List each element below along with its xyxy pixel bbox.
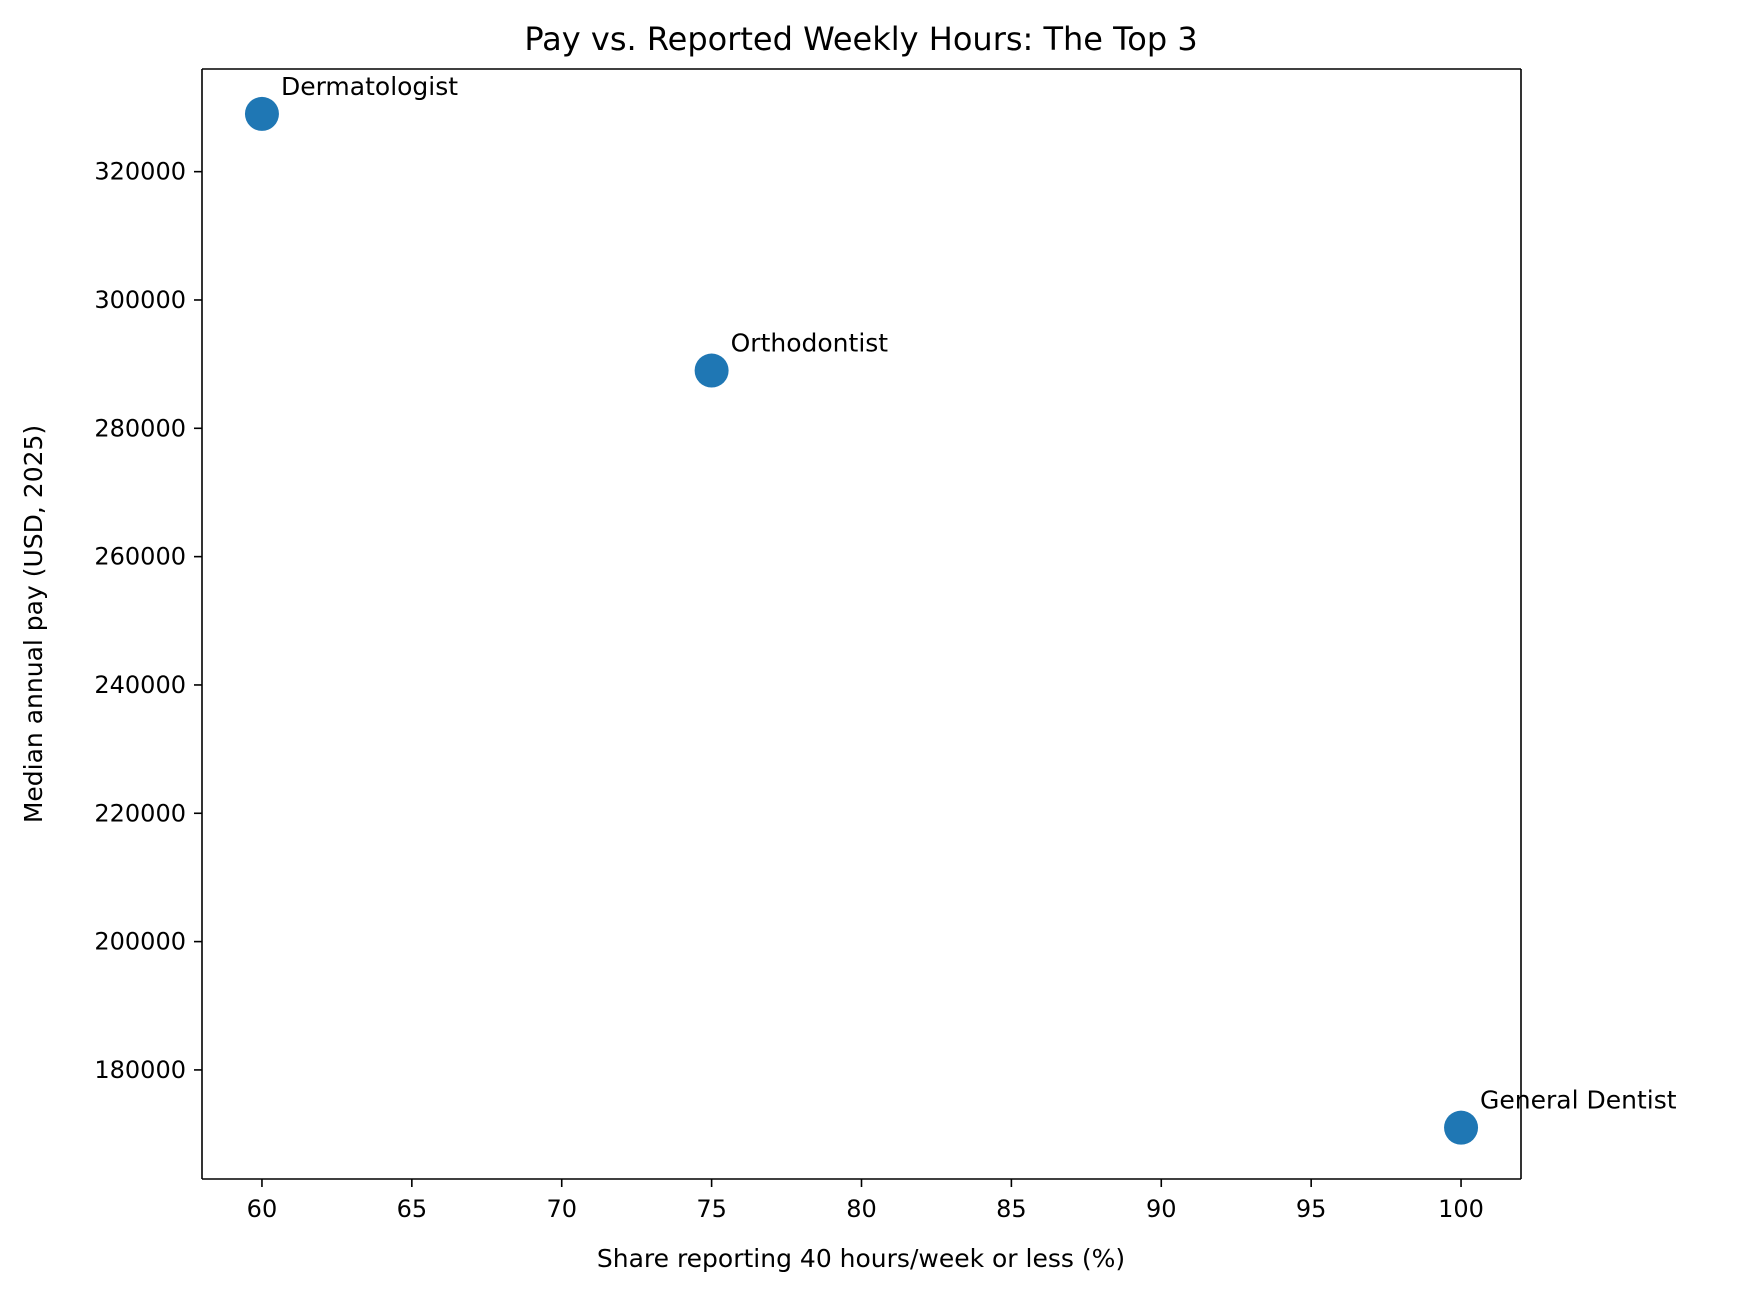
y-tick-label-7: 320000 bbox=[94, 158, 186, 186]
y-tick-label-2: 220000 bbox=[94, 799, 186, 827]
points-layer: Dermatologist Orthodontist General Dentist bbox=[244, 72, 1677, 1145]
chart-title: Pay vs. Reported Weekly Hours: The Top 3 bbox=[524, 20, 1197, 58]
data-point-2 bbox=[1444, 1110, 1479, 1145]
data-point-0 bbox=[244, 96, 279, 131]
x-tick-label-6: 90 bbox=[1146, 1195, 1177, 1223]
x-tick-label-0: 60 bbox=[247, 1195, 278, 1223]
y-tick-label-4: 260000 bbox=[94, 543, 186, 571]
y-tick-label-5: 280000 bbox=[94, 414, 186, 442]
x-tick-label-2: 70 bbox=[546, 1195, 577, 1223]
axes-frame bbox=[201, 68, 1522, 1180]
x-tick-label-5: 85 bbox=[996, 1195, 1027, 1223]
x-axis-label: Share reporting 40 hours/week or less (%… bbox=[597, 1244, 1125, 1273]
y-tick-label-6: 300000 bbox=[94, 286, 186, 314]
y-tick-label-1: 200000 bbox=[94, 928, 186, 956]
x-tick-label-8: 100 bbox=[1438, 1195, 1484, 1223]
tick-layer: 60 65 70 75 80 85 90 95 100 180000 200000 220000 240… bbox=[94, 158, 1484, 1223]
x-tick-label-4: 80 bbox=[846, 1195, 877, 1223]
x-tick-label-3: 75 bbox=[696, 1195, 727, 1223]
x-tick-label-1: 65 bbox=[397, 1195, 428, 1223]
y-tick-label-3: 240000 bbox=[94, 671, 186, 699]
x-tick-label-7: 95 bbox=[1296, 1195, 1327, 1223]
y-tick-label-0: 180000 bbox=[94, 1056, 186, 1084]
data-point-label-1: Orthodontist bbox=[731, 329, 889, 358]
data-point-1 bbox=[694, 353, 729, 388]
data-point-label-2: General Dentist bbox=[1480, 1086, 1677, 1115]
y-axis-label: Median annual pay (USD, 2025) bbox=[19, 425, 48, 823]
data-point-label-0: Dermatologist bbox=[281, 72, 458, 101]
